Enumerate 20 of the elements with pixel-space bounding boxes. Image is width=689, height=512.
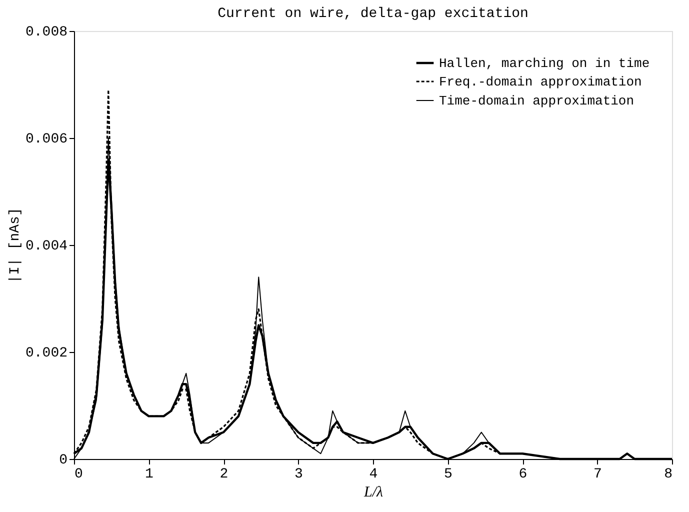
x-axis-title: L/λ <box>362 484 384 500</box>
legend-label: Time-domain approximation <box>439 94 634 108</box>
y-tick-label: 0.008 <box>25 24 68 40</box>
y-tick-label: 0.002 <box>25 346 68 362</box>
y-axis-title: |I| [nAs] <box>7 208 24 284</box>
x-tick-label: 6 <box>518 466 528 482</box>
legend-label: Hallen, marching on in time <box>439 56 650 71</box>
x-tick-label: 8 <box>664 466 672 482</box>
x-tick-label: 4 <box>369 466 378 482</box>
x-tick-label: 7 <box>594 466 602 482</box>
y-tick-label: 0.004 <box>25 238 68 254</box>
legend-label: Freq.-domain approximation <box>439 74 642 90</box>
chart-title: Current on wire, delta-gap excitation <box>218 6 528 22</box>
y-tick-label: 0 <box>59 452 68 468</box>
x-tick-label: 1 <box>145 466 154 482</box>
x-tick-label: 3 <box>294 466 303 482</box>
x-tick-label: 5 <box>444 466 452 482</box>
x-tick-label: 2 <box>220 466 228 482</box>
x-tick-label: 0 <box>74 466 83 482</box>
y-tick-label: 0.006 <box>25 132 68 148</box>
